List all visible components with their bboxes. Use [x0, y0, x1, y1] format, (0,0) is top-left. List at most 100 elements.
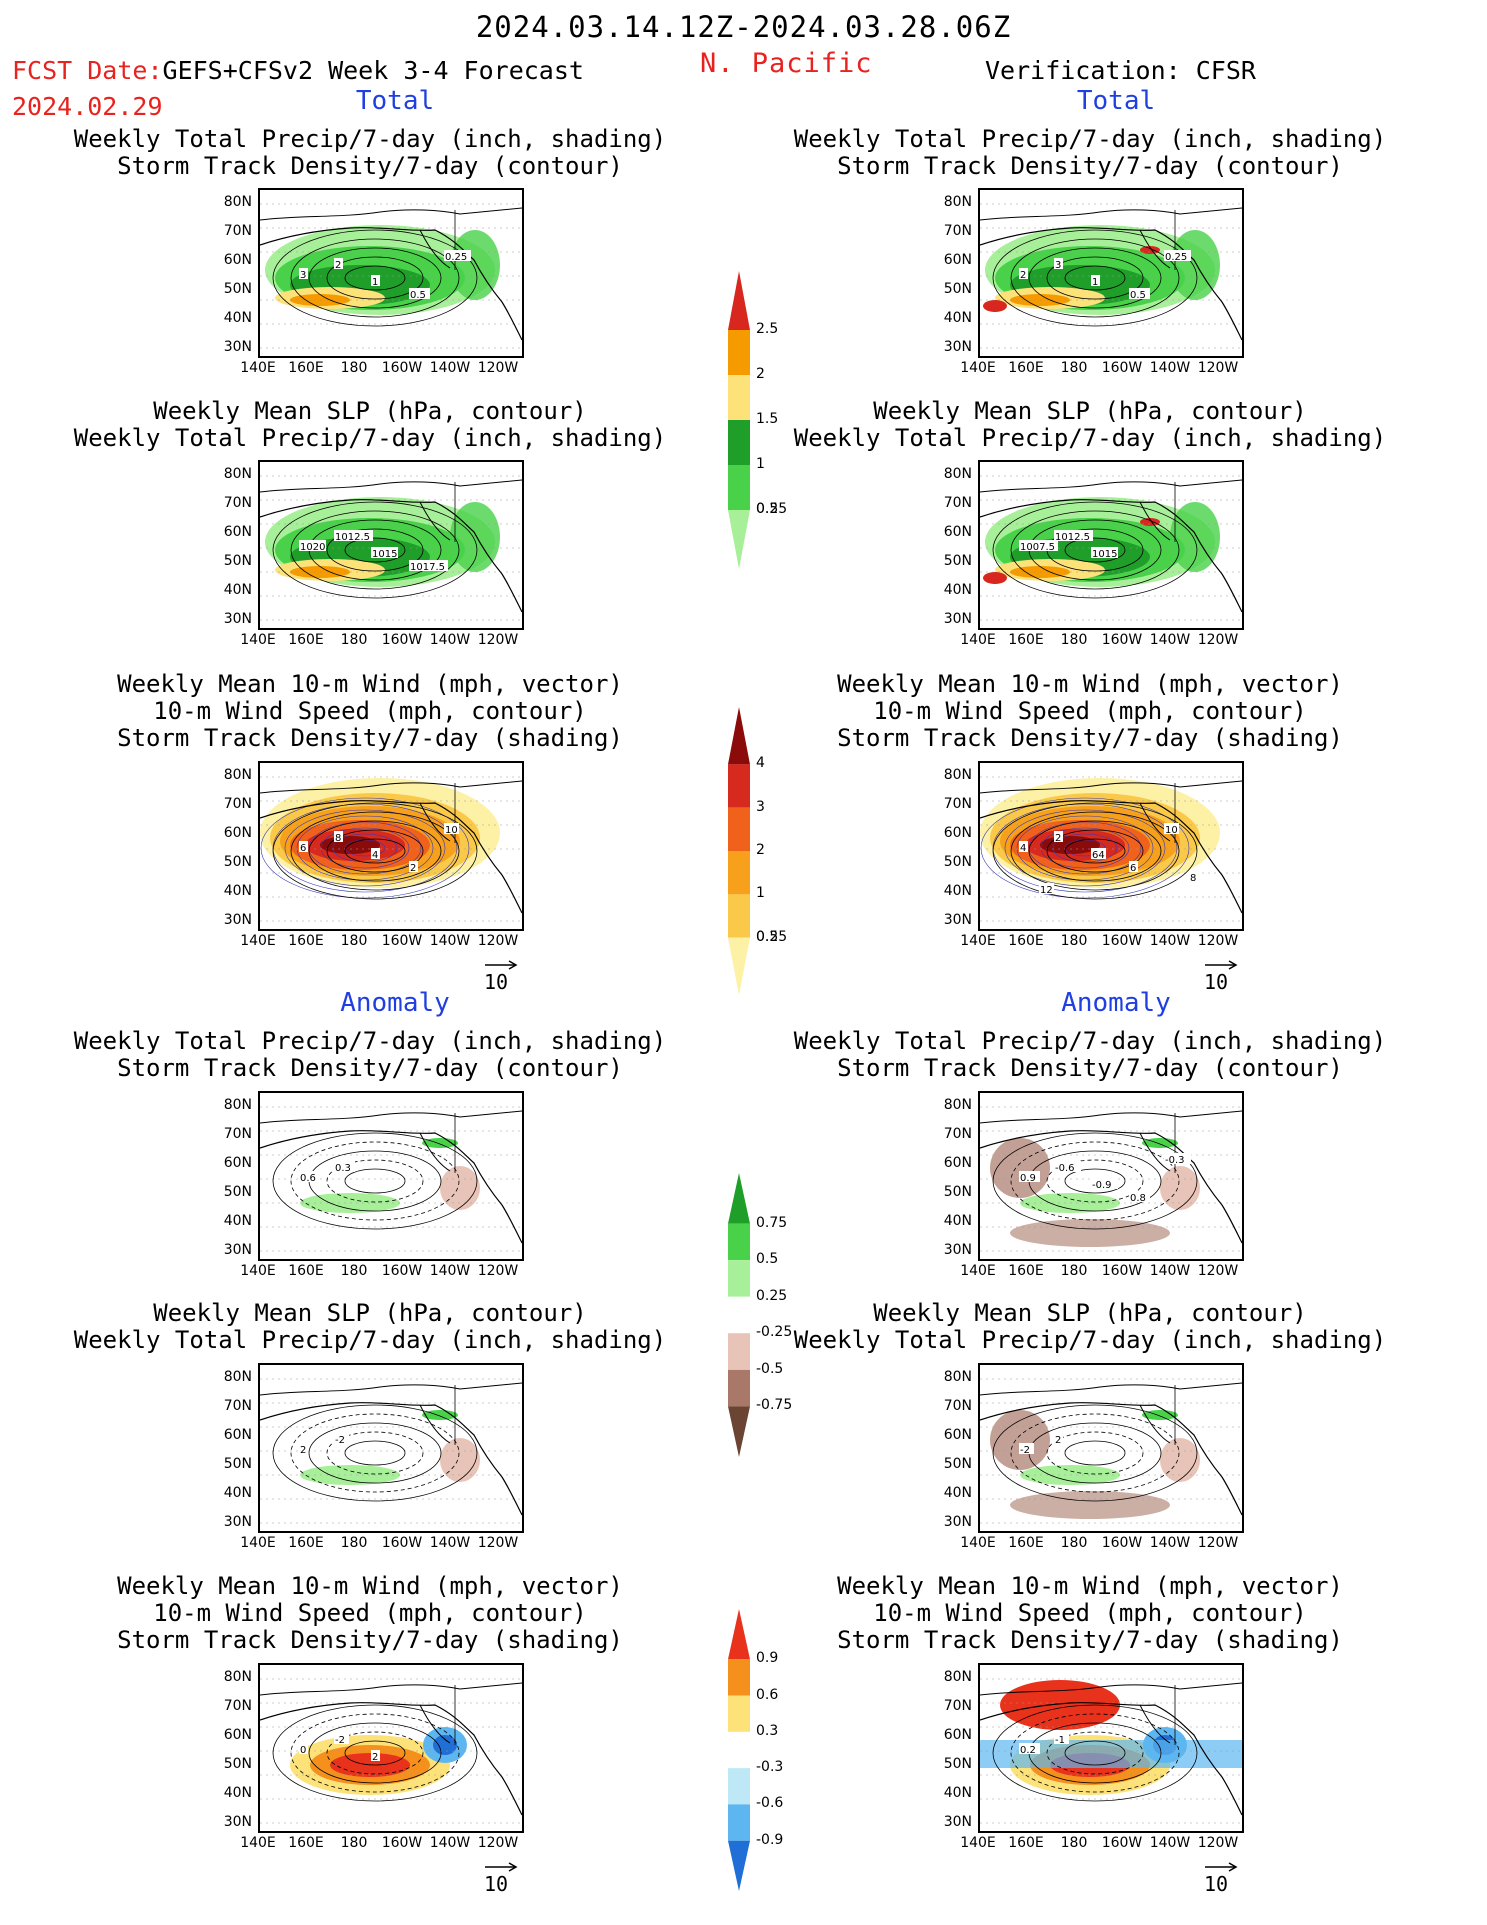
latitude-label: 70N: [223, 1126, 252, 1142]
title-total-slp-forecast: Weekly Mean SLP (hPa, contour) Weekly To…: [73, 397, 667, 452]
region-name: N. Pacific: [700, 48, 873, 79]
map-field: -2 2: [980, 1378, 1242, 1524]
longitude-label: 180: [1060, 1263, 1088, 1279]
longitude-label: 180: [1060, 1835, 1088, 1851]
contour-label: 0.9: [1020, 1173, 1036, 1184]
map-total-precip-forecast: 3 2 1 0.5 0.25: [258, 188, 524, 358]
longitude-label: 140E: [240, 1835, 276, 1851]
map-field: 0.6 0.3: [260, 1106, 522, 1252]
longitude-label: 160E: [1008, 1263, 1044, 1279]
map-field: 6 8 4 2 10: [260, 776, 522, 922]
vector-reference-anom-forecast: 10: [484, 1862, 518, 1896]
contour-label: 2: [372, 1752, 378, 1763]
longitude-label: 140E: [960, 933, 996, 949]
latitude-label: 60N: [223, 825, 252, 841]
map-field: 2 -2: [260, 1378, 522, 1524]
contour-label: 6: [300, 843, 306, 854]
longitude-label: 160E: [288, 1263, 324, 1279]
latitude-label: 80N: [223, 1097, 252, 1113]
latitude-label: 70N: [223, 495, 252, 511]
latitude-label: 60N: [943, 825, 972, 841]
latitude-label: 80N: [943, 767, 972, 783]
latitude-label: 70N: [943, 1126, 972, 1142]
colorbar-tick-label: 1.5: [756, 411, 779, 427]
colorbar-swatch: [728, 937, 750, 995]
contour-label: -2: [335, 1735, 345, 1746]
longitude-label: 160W: [1101, 1263, 1143, 1279]
contour-label: 0.25: [1165, 252, 1187, 263]
colorbar-swatch: [728, 1260, 750, 1297]
longitude-label: 120W: [1197, 632, 1239, 648]
latitude-label: 50N: [223, 281, 252, 297]
latitude-label: 70N: [223, 1398, 252, 1414]
longitude-label: 140E: [240, 360, 276, 376]
latitude-label: 30N: [223, 1514, 252, 1530]
longitude-label: 160E: [1008, 632, 1044, 648]
longitude-label: 140E: [960, 1535, 996, 1551]
map-field: 0.2 -1: [980, 1678, 1242, 1824]
longitude-label: 180: [1060, 933, 1088, 949]
contour-label: 1017.5: [410, 562, 445, 573]
latitude-label: 30N: [943, 339, 972, 355]
colorbar-tick-label: 1: [756, 885, 765, 902]
vector-reference-value: 10: [484, 970, 509, 994]
longitude-label: 140W: [429, 1835, 471, 1851]
longitude-label: 140E: [960, 632, 996, 648]
colorbar-swatches: [728, 271, 750, 569]
colorbar-tick-label: -0.3: [756, 1759, 784, 1776]
longitude-label: 140E: [240, 1263, 276, 1279]
longitude-label: 180: [340, 360, 368, 376]
map-total-slp-forecast: 1020 1012.5 1015 1017.5: [258, 460, 524, 630]
contour-label: 4: [372, 850, 378, 861]
latitude-label: 60N: [223, 1155, 252, 1171]
contour-label: 0.6: [300, 1173, 316, 1184]
longitude-label: 180: [340, 1263, 368, 1279]
contour-label: 1015: [372, 549, 397, 560]
forecast-period: 2024.03.14.12Z-2024.03.28.06Z: [475, 10, 1012, 44]
latitude-label: 60N: [943, 524, 972, 540]
colorbar-swatch: [728, 271, 750, 330]
map-total-slp-verification: 1007.5 1012.5 1015: [978, 460, 1244, 630]
forecast-source: FCST Date:GEFS+CFSv2 Week 3-4 Forecast: [12, 56, 584, 85]
longitude-label: 160W: [381, 1263, 423, 1279]
latitude-label: 30N: [223, 912, 252, 928]
longitude-label: 120W: [1197, 1535, 1239, 1551]
section-anomaly-right: Anomaly: [1061, 988, 1171, 1018]
longitude-label: 160W: [381, 632, 423, 648]
colorbar-swatch: [728, 807, 750, 851]
longitude-label: 160E: [1008, 360, 1044, 376]
longitude-label: 120W: [477, 1263, 519, 1279]
vector-arrow-icon: [1205, 1862, 1238, 1872]
title-anom-wind-verification: Weekly Mean 10-m Wind (mph, vector) 10-m…: [837, 1572, 1343, 1654]
latitude-label: 80N: [223, 1369, 252, 1385]
longitude-label: 120W: [477, 632, 519, 648]
latitude-label: 50N: [223, 1456, 252, 1472]
contour-label: 8: [1190, 873, 1196, 884]
contour-label: 1007.5: [1020, 542, 1055, 553]
map-field: 0.9 -0.6 -0.9 0.8 -0.3: [980, 1106, 1242, 1252]
longitude-label: 120W: [1197, 933, 1239, 949]
longitude-label: 140E: [960, 1263, 996, 1279]
latitude-label: 80N: [223, 1669, 252, 1685]
longitude-label: 160W: [1101, 360, 1143, 376]
longitude-label: 180: [1060, 360, 1088, 376]
contour-label: 1020: [300, 542, 325, 553]
colorbar-tick-label: -0.75: [756, 1397, 793, 1414]
colorbar-swatches: [728, 1609, 750, 1891]
contour-label: 4: [1020, 843, 1026, 854]
contour-label: 3: [300, 270, 306, 281]
section-anomaly-left: Anomaly: [340, 988, 450, 1018]
contour-label: 2: [1055, 1435, 1061, 1446]
longitude-label: 140E: [960, 1835, 996, 1851]
colorbar-swatch: [728, 1659, 750, 1696]
vector-reference-total-verification: 10: [1204, 960, 1238, 994]
latitude-label: 70N: [943, 223, 972, 239]
longitude-label: 180: [1060, 1535, 1088, 1551]
latitude-label: 30N: [943, 912, 972, 928]
latitude-label: 40N: [223, 883, 252, 899]
colorbar-swatches: [728, 1173, 750, 1457]
latitude-label: 50N: [943, 1756, 972, 1772]
latitude-label: 30N: [223, 339, 252, 355]
longitude-label: 160W: [381, 360, 423, 376]
